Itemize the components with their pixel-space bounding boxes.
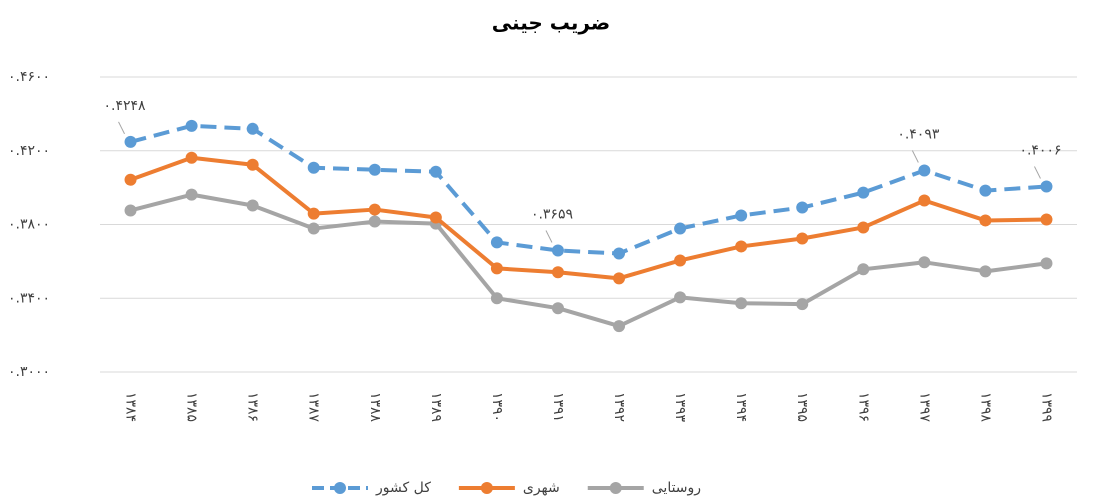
legend-marker bbox=[609, 482, 622, 494]
point bbox=[1040, 213, 1053, 226]
x-tick-label: ۱۳۹۷ bbox=[916, 392, 932, 423]
x-tick-label: ۱۳۹۲ bbox=[611, 392, 627, 422]
label-leader bbox=[118, 121, 125, 135]
x-tick-label: ۱۳۹۵ bbox=[794, 392, 810, 422]
legend-marker bbox=[334, 482, 346, 494]
point bbox=[735, 240, 748, 253]
point bbox=[185, 119, 198, 132]
point bbox=[796, 201, 809, 214]
point bbox=[185, 188, 198, 201]
point bbox=[429, 211, 442, 224]
point bbox=[735, 209, 748, 222]
point bbox=[674, 222, 687, 235]
point bbox=[1040, 257, 1053, 270]
y-tick-label: ۰.۴۶۰۰ bbox=[8, 69, 50, 85]
data-label: ۰.۴۰۹۳ bbox=[897, 126, 940, 142]
y-tick-label: ۰.۳۰۰۰ bbox=[8, 364, 50, 380]
point bbox=[674, 254, 687, 267]
point bbox=[1040, 180, 1053, 193]
point bbox=[490, 262, 503, 275]
point bbox=[551, 244, 564, 257]
point bbox=[490, 236, 503, 249]
point bbox=[857, 186, 870, 199]
data-label: ۰.۳۶۵۹ bbox=[531, 206, 573, 222]
series-line bbox=[130, 123, 1047, 256]
legend-label: روستایی bbox=[652, 480, 701, 496]
point bbox=[796, 298, 809, 311]
point bbox=[551, 266, 564, 279]
x-tick-label: ۱۳۹۴ bbox=[733, 392, 749, 422]
point bbox=[551, 302, 564, 315]
point bbox=[124, 204, 137, 217]
data-label: ۰.۴۲۴۸ bbox=[104, 98, 147, 114]
point bbox=[796, 232, 809, 245]
x-tick-label: ۱۳۹۱ bbox=[550, 392, 566, 422]
point bbox=[918, 164, 931, 177]
point bbox=[246, 158, 259, 171]
point bbox=[185, 151, 198, 164]
series-line bbox=[130, 192, 1047, 329]
legend-marker bbox=[480, 482, 493, 494]
label-leader bbox=[1034, 166, 1041, 179]
y-tick-label: ۰.۴۲۰۰ bbox=[8, 143, 50, 159]
x-tick-label: ۱۳۸۵ bbox=[184, 392, 200, 422]
x-tick-label: ۱۳۹۰ bbox=[489, 392, 505, 422]
point bbox=[246, 122, 259, 135]
point bbox=[918, 256, 931, 269]
point bbox=[613, 320, 626, 333]
legend-label: شهری bbox=[523, 480, 560, 496]
y-tick-label: ۰.۳۴۰۰ bbox=[8, 290, 50, 306]
y-tick-label: ۰.۳۸۰۰ bbox=[8, 217, 50, 233]
point bbox=[857, 263, 870, 276]
point bbox=[979, 265, 992, 278]
x-tick-label: ۱۳۹۹ bbox=[1038, 392, 1054, 422]
point bbox=[307, 207, 320, 220]
point bbox=[307, 161, 320, 174]
point bbox=[857, 221, 870, 234]
x-tick-label: ۱۳۹۸ bbox=[977, 392, 993, 423]
point bbox=[979, 214, 992, 227]
point bbox=[429, 165, 442, 178]
point bbox=[674, 291, 687, 304]
x-tick-label: ۱۳۸۹ bbox=[428, 392, 444, 422]
point bbox=[368, 163, 381, 176]
point bbox=[490, 292, 503, 305]
x-tick-label: ۱۳۹۶ bbox=[855, 392, 871, 422]
point bbox=[124, 135, 137, 148]
legend-label: کل کشور bbox=[375, 480, 431, 496]
chart-title: ضریب جینی bbox=[492, 11, 610, 35]
point bbox=[613, 272, 626, 285]
point bbox=[124, 173, 137, 186]
x-tick-label: ۱۳۸۷ bbox=[306, 392, 322, 423]
x-tick-label: ۱۳۸۶ bbox=[245, 392, 261, 422]
x-tick-label: ۱۳۸۸ bbox=[367, 392, 383, 423]
x-tick-label: ۱۳۹۳ bbox=[672, 392, 688, 423]
x-tick-label: ۱۳۸۴ bbox=[123, 392, 139, 422]
label-leader bbox=[911, 150, 919, 163]
point bbox=[979, 184, 992, 197]
point bbox=[307, 222, 320, 235]
point bbox=[246, 199, 259, 212]
point bbox=[368, 215, 381, 228]
point bbox=[368, 203, 381, 216]
point bbox=[735, 297, 748, 310]
point bbox=[918, 194, 931, 207]
series-line bbox=[129, 155, 1047, 281]
label-leader bbox=[545, 230, 553, 243]
data-label: ۰.۴۰۰۶ bbox=[1019, 143, 1061, 159]
point bbox=[613, 247, 626, 260]
